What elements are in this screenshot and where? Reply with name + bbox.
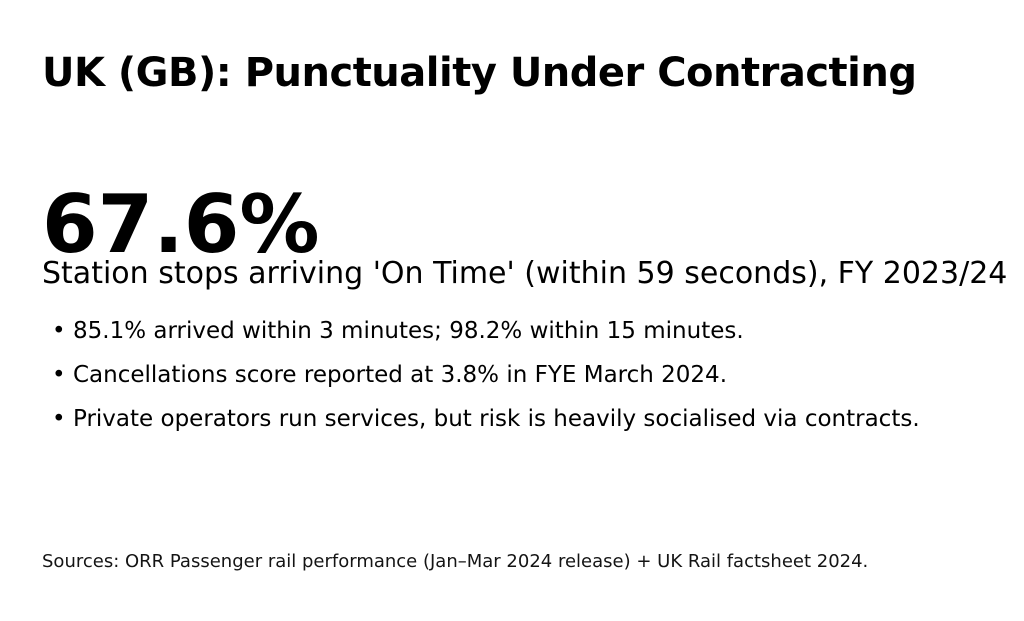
bullet-icon: • <box>52 406 66 432</box>
sources-footnote: Sources: ORR Passenger rail performance … <box>42 551 869 572</box>
bullet-list: • 85.1% arrived within 3 minutes; 98.2% … <box>52 320 920 452</box>
bullet-icon: • <box>52 318 66 344</box>
bullet-text: Cancellations score reported at 3.8% in … <box>73 362 728 388</box>
list-item: • Cancellations score reported at 3.8% i… <box>52 364 920 387</box>
headline-stat-value: 67.6% <box>42 178 320 271</box>
bullet-text: Private operators run services, but risk… <box>73 406 920 432</box>
list-item: • 85.1% arrived within 3 minutes; 98.2% … <box>52 320 920 343</box>
page-title: UK (GB): Punctuality Under Contracting <box>42 50 917 96</box>
headline-stat-caption: Station stops arriving 'On Time' (within… <box>42 256 1008 291</box>
list-item: • Private operators run services, but ri… <box>52 408 920 431</box>
bullet-icon: • <box>52 362 66 388</box>
bullet-text: 85.1% arrived within 3 minutes; 98.2% wi… <box>73 318 744 344</box>
